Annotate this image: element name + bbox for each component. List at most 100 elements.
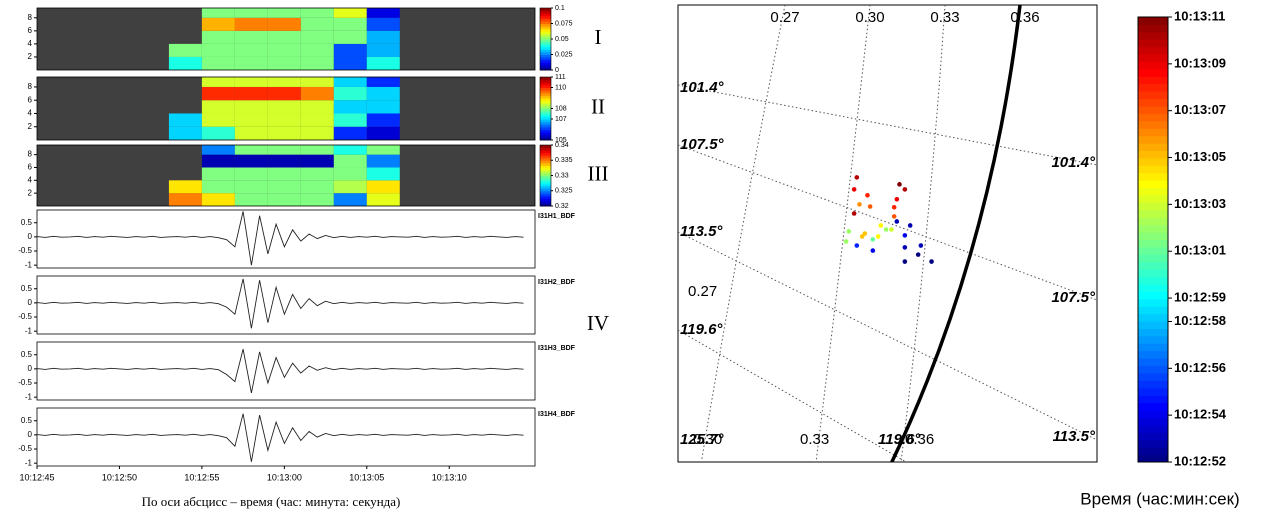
trace-name: I31H2_BDF: [538, 279, 576, 286]
colorbar-step: [540, 113, 551, 117]
colorbar-step: [540, 200, 551, 204]
colorbar-tick-label: 10:12:58: [1174, 313, 1226, 328]
heat-cell: [366, 8, 400, 18]
colorbar-step: [1138, 358, 1168, 367]
heat-cell: [333, 167, 367, 181]
plot-frame: [36, 407, 536, 467]
colorbar-step: [540, 39, 551, 43]
heat-cell: [300, 17, 334, 31]
waveform: [36, 211, 524, 266]
colorbar-step: [540, 44, 551, 48]
colorbar-step: [1138, 447, 1168, 456]
colorbar-step: [540, 98, 551, 102]
heat-cell: [366, 77, 400, 87]
map-frame: [677, 4, 1098, 463]
point: [843, 239, 849, 244]
y-tick-label: 6: [28, 26, 33, 35]
heat-cell: [201, 167, 235, 181]
azimuth-line: [678, 84, 1097, 166]
colorbar-tick-label: 10:13:05: [1174, 149, 1226, 164]
heat-cell: [201, 77, 235, 87]
heat-cell: [201, 17, 235, 31]
grid-label: 0.27: [688, 283, 717, 300]
y-tick-label: 8: [28, 13, 33, 22]
heat-cell: [300, 154, 334, 168]
colorbar-tick-label: 111: [555, 74, 566, 81]
grid-label: 107.5°: [680, 136, 725, 153]
colorbar-step: [1138, 306, 1168, 315]
colorbar-step: [540, 36, 551, 40]
y-tick-label: 0: [28, 298, 33, 307]
colorbar-step: [1138, 321, 1168, 329]
colorbar-step: [540, 145, 551, 149]
colorbar-step: [540, 172, 551, 176]
azimuth-line: [678, 144, 1097, 301]
colorbar-step: [1138, 157, 1168, 166]
heat-cell: [333, 100, 367, 114]
trace-name: I31H4_BDF: [538, 411, 576, 418]
colorbar-step: [1138, 328, 1168, 337]
y-tick-label: 2: [28, 52, 33, 61]
heat-cell: [201, 193, 235, 206]
colorbar-step: [540, 92, 551, 96]
heat-cell: [333, 193, 367, 206]
heat-cell: [201, 43, 235, 57]
colorbar-tick-label: 0.075: [555, 20, 573, 27]
colorbar-step: [1138, 298, 1168, 307]
point: [859, 234, 865, 239]
colorbar-step: [540, 126, 551, 130]
colorbar-step: [1138, 335, 1168, 344]
plot-frame: [36, 7, 536, 71]
grid-label: 0.30: [855, 9, 884, 26]
heat-cell: [300, 86, 334, 101]
y-tick-label: 8: [28, 82, 33, 91]
colorbar-step: [1138, 54, 1168, 62]
colorbar-step: [540, 18, 551, 22]
heat-cell: [234, 113, 268, 127]
colorbar-step: [540, 105, 551, 109]
colorbar-step: [1138, 46, 1168, 55]
point: [865, 192, 870, 198]
colorbar-step: [1138, 343, 1168, 352]
heat-cell: [333, 145, 367, 155]
grid-label: 0.36: [1010, 9, 1039, 26]
heat-cell: [333, 30, 367, 44]
colorbar-step: [540, 20, 551, 24]
colorbar-tick-label: 10:13:07: [1174, 102, 1226, 117]
colorbar-step: [540, 46, 551, 50]
colorbar-step: [540, 51, 551, 55]
y-tick-label: 2: [28, 188, 33, 197]
colorbar-step: [1138, 31, 1168, 40]
heat-cell: [300, 193, 334, 206]
x-tick-label: 10:13:10: [432, 472, 467, 482]
colorbar-tick-label: 0.325: [555, 188, 573, 195]
colorbar-step: [1138, 195, 1168, 203]
point: [867, 204, 873, 209]
panel-annotation: III: [588, 161, 609, 185]
y-tick-label: 0.5: [21, 350, 33, 359]
point: [915, 252, 921, 257]
colorbar-step: [540, 165, 551, 169]
heat-cell: [267, 167, 301, 181]
colorbar-step: [1138, 113, 1168, 122]
heat-cell: [267, 86, 301, 101]
panel-annotation: I: [595, 25, 602, 49]
colorbar-step: [1138, 98, 1168, 107]
heat-cell: [366, 180, 400, 194]
colorbar-tick-label: 0.1: [555, 5, 565, 12]
colorbar-tick-label: 10:12:52: [1174, 453, 1226, 468]
y-tick-label: 6: [28, 163, 33, 172]
heat-cell: [300, 56, 334, 70]
point: [902, 233, 908, 238]
grid-label: 107.5°: [1051, 289, 1096, 306]
heat-cell: [333, 43, 367, 57]
colorbar-step: [540, 15, 551, 19]
heat-cell: [366, 17, 400, 31]
colorbar-step: [540, 13, 551, 17]
heat-cell: [300, 77, 334, 87]
heat-cell: [201, 56, 235, 70]
y-tick-label: -1: [25, 458, 33, 467]
y-tick-label: 0: [28, 430, 33, 439]
grid-label: 0.27: [770, 9, 799, 26]
